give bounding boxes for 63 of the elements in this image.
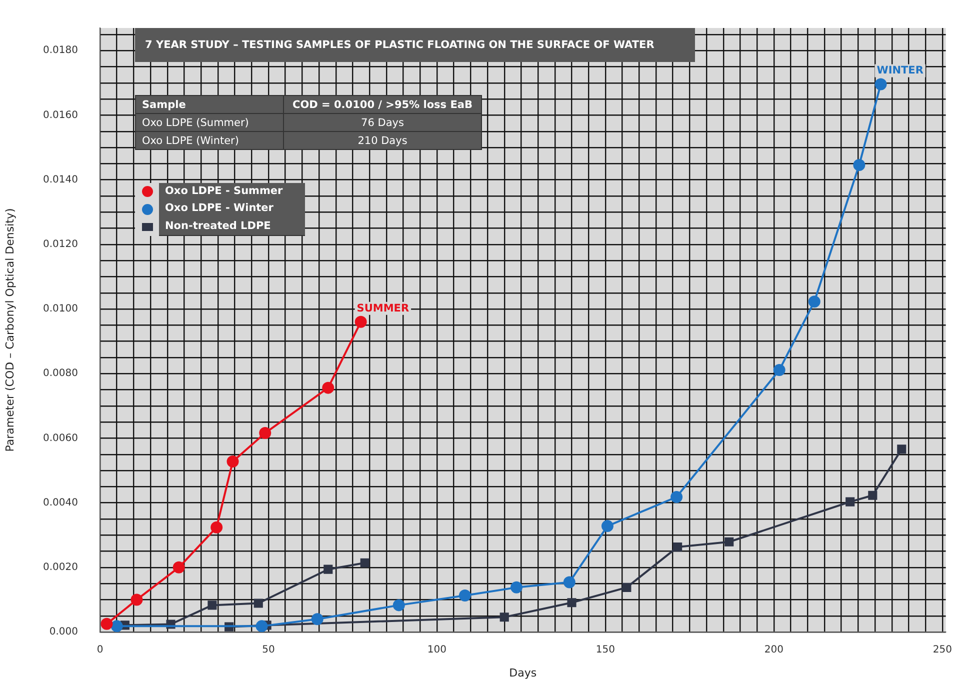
point bbox=[360, 558, 370, 568]
point bbox=[510, 581, 522, 594]
annotation: Oxo LDPE (Summer) bbox=[136, 114, 284, 132]
y-tick-label: 0.0100 bbox=[43, 304, 78, 315]
point bbox=[622, 582, 632, 592]
y-tick-label: 0.0080 bbox=[43, 368, 78, 380]
point bbox=[256, 620, 268, 632]
y-tick-label: 0.0180 bbox=[43, 45, 78, 56]
point bbox=[392, 599, 405, 612]
point bbox=[226, 455, 239, 468]
point bbox=[868, 490, 878, 500]
y-tick-label: 0.0040 bbox=[43, 497, 78, 508]
point bbox=[208, 600, 217, 610]
y-tick-label: 0.000 bbox=[49, 626, 78, 638]
annotation: 210 Days bbox=[284, 132, 482, 150]
annotation: WINTER bbox=[876, 64, 924, 77]
point bbox=[773, 364, 786, 376]
y-tick-label: 0.0020 bbox=[43, 562, 78, 573]
y-tick-label: 0.0140 bbox=[43, 174, 78, 186]
y-tick-label: 0.0120 bbox=[43, 239, 78, 250]
point bbox=[601, 520, 614, 532]
point bbox=[853, 158, 866, 171]
point bbox=[172, 561, 185, 574]
point bbox=[500, 612, 509, 622]
point bbox=[311, 613, 324, 626]
point bbox=[846, 497, 855, 506]
annotation: COD = 0.0100 / >95% loss EaB bbox=[284, 96, 482, 114]
point bbox=[874, 78, 887, 90]
y-axis-title: Parameter (COD – Carbonyl Optical Density) bbox=[3, 208, 16, 452]
x-tick-label: 150 bbox=[596, 644, 615, 656]
x-tick-label: 100 bbox=[427, 644, 447, 656]
x-axis-title: Days bbox=[509, 666, 537, 680]
y-tick-label: 0.0060 bbox=[43, 432, 78, 444]
point bbox=[670, 490, 683, 503]
title-banner: 7 YEAR STUDY – TESTING SAMPLES OF PLASTIC FLOATING ON THE SURFACE OF WATER bbox=[135, 28, 695, 62]
point bbox=[458, 590, 471, 602]
point bbox=[724, 537, 734, 546]
y-tick-label: 0.0160 bbox=[43, 110, 78, 121]
x-tick-label: 0 bbox=[96, 644, 104, 656]
point bbox=[100, 618, 113, 630]
legend-label: Oxo LDPE - Winter bbox=[159, 200, 305, 218]
x-tick-label: 50 bbox=[262, 644, 275, 656]
annotation: Sample bbox=[136, 96, 284, 114]
point bbox=[324, 564, 333, 574]
x-tick-label: 200 bbox=[764, 644, 784, 656]
point bbox=[563, 576, 576, 588]
point bbox=[259, 427, 272, 440]
legend-label: Non-treated LDPE bbox=[159, 218, 305, 236]
x-tick-label: 250 bbox=[932, 644, 952, 656]
annotation: Oxo LDPE (Winter) bbox=[136, 132, 284, 150]
point bbox=[210, 521, 223, 534]
point bbox=[897, 444, 906, 454]
point bbox=[567, 598, 576, 608]
point bbox=[110, 620, 123, 632]
point bbox=[322, 382, 334, 394]
annotation: SUMMER bbox=[356, 302, 410, 314]
point bbox=[673, 542, 682, 552]
point bbox=[254, 598, 263, 608]
point bbox=[808, 296, 820, 308]
point bbox=[130, 594, 143, 606]
legend-label: Oxo LDPE - Summer bbox=[159, 182, 305, 201]
point bbox=[354, 316, 367, 328]
annotation: 76 Days bbox=[284, 114, 482, 132]
